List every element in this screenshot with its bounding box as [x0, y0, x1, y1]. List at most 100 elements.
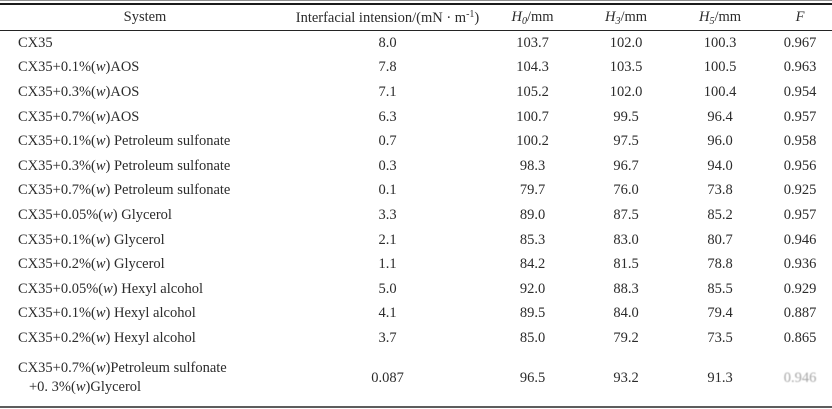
table-row: CX35+0.1%(w) Hexyl alcohol 4.1 89.5 84.0 79.… [0, 302, 832, 327]
tension-cell: 6.3 [378, 108, 397, 125]
column-header-system: System [0, 5, 290, 31]
data-table: System Interfacial intension/(mN · m-1) … [0, 5, 832, 406]
system-cell-line: CX35+0.1%(w) Petroleum sulfonate [18, 133, 231, 150]
system-cell-line: CX35+0.7%(w) Petroleum sulfonate [18, 182, 231, 199]
table-row: CX35+0.3%(w) Petroleum sulfonate 0.3 98.3 9… [0, 154, 832, 179]
f-cell: 0.929 [783, 280, 817, 297]
column-header-h3: H3/mm [580, 5, 672, 31]
h5-cell: 100.4 [703, 83, 737, 100]
table-row: CX35+0.3%(w)AOS 7.1 105.2 102.0 100.4 0.954 [0, 80, 832, 105]
h0-cell: 89.0 [519, 206, 546, 223]
h0-cell: 85.3 [519, 231, 546, 248]
f-cell: 0.946 [783, 231, 817, 248]
tension-cell: 0.087 [371, 369, 404, 386]
system-cell: CX35+0.2%(w) Hexyl alcohol [0, 326, 290, 351]
h3-cell: 87.5 [613, 206, 639, 223]
h5-cell: 100.3 [703, 34, 737, 51]
h5-cell: 80.7 [707, 231, 733, 248]
column-header-h5: H5/mm [672, 5, 768, 31]
column-header-system-label: System [123, 9, 167, 25]
h3-cell: 102.0 [609, 34, 643, 51]
h3-cell: 84.0 [613, 305, 639, 322]
f-cell: 0.954 [783, 83, 817, 100]
h5-cell: 94.0 [707, 157, 733, 174]
tension-cell: 1.1 [378, 256, 397, 273]
tension-cell: 3.3 [378, 206, 397, 223]
system-cell-line: CX35+0.1%(w)AOS [18, 59, 140, 76]
tension-cell: 7.8 [378, 59, 397, 76]
h0-cell: 92.0 [519, 280, 546, 297]
f-cell: 0.957 [783, 108, 817, 125]
table-row: CX35+0.7%(w) Petroleum sulfonate 0.1 79.7 7… [0, 179, 832, 204]
system-cell: CX35+0.1%(w)AOS [0, 56, 290, 81]
h0-cell: 100.2 [516, 133, 549, 150]
tension-cell: 8.0 [378, 34, 397, 51]
h3-cell: 93.2 [613, 369, 639, 386]
h5-cell: 96.4 [707, 108, 733, 125]
h5-cell: 85.5 [707, 280, 733, 297]
f-cell: 0.925 [783, 182, 817, 199]
table-row: CX35+0.7%(w)Petroleum sulfonate +0. 3%(w)… [0, 351, 832, 406]
system-cell-line: CX35+0.3%(w)AOS [18, 83, 140, 100]
column-header-f-label: F [795, 9, 805, 25]
h5-cell: 85.2 [707, 206, 733, 223]
h5-cell: 79.4 [707, 305, 733, 322]
system-cell: CX35+0.1%(w) Glycerol [0, 228, 290, 253]
h0-cell: 103.7 [516, 34, 549, 51]
table-row: CX35+0.1%(w)AOS 7.8 104.3 103.5 100.5 0.963 [0, 56, 832, 81]
tension-cell: 0.3 [378, 157, 397, 174]
h0-cell: 105.2 [516, 83, 549, 100]
h3-cell: 103.5 [609, 59, 643, 76]
h0-cell: 84.2 [519, 256, 546, 273]
h5-cell: 78.8 [707, 256, 733, 273]
h0-cell: 104.3 [516, 59, 549, 76]
table-row: CX35+0.05%(w) Glycerol 3.3 89.0 87.5 85.2 0.9… [0, 203, 832, 228]
h3-cell: 76.0 [613, 182, 639, 199]
table-row: CX35+0.05%(w) Hexyl alcohol 5.0 92.0 88.3 85… [0, 277, 832, 302]
tension-cell: 0.1 [378, 182, 397, 199]
top-rule-thick [0, 3, 832, 5]
system-cell: CX35 [0, 31, 290, 56]
f-cell: 0.956 [783, 157, 817, 174]
column-header-h0: H0/mm [485, 5, 580, 31]
h3-cell: 88.3 [613, 280, 639, 297]
system-cell-line: CX35+0.1%(w) Glycerol [18, 231, 165, 248]
system-cell: CX35+0.05%(w) Glycerol [0, 203, 290, 228]
h0-cell: 98.3 [519, 157, 546, 174]
system-cell: CX35+0.1%(w) Hexyl alcohol [0, 302, 290, 327]
tension-cell: 3.7 [378, 329, 397, 346]
system-cell: CX35+0.3%(w)AOS [0, 80, 290, 105]
h0-cell: 85.0 [519, 329, 546, 346]
f-cell: 0.936 [783, 256, 817, 273]
h0-cell: 89.5 [519, 305, 546, 322]
bottom-rule [0, 405, 832, 408]
system-cell: CX35+0.7%(w)Petroleum sulfonate +0. 3%(w)… [0, 351, 290, 406]
h0-cell: 79.7 [519, 182, 546, 199]
h3-cell: 81.5 [613, 256, 639, 273]
table-row: CX35+0.1%(w) Petroleum sulfonate 0.7 100.2… [0, 129, 832, 154]
f-cell: 0.958 [783, 133, 817, 150]
tension-cell: 2.1 [378, 231, 397, 248]
h3-cell: 79.2 [613, 329, 639, 346]
tension-cell: 5.0 [378, 280, 397, 297]
table-row: CX35+0.2%(w) Glycerol 1.1 84.2 81.5 78.8 0.93… [0, 252, 832, 277]
system-cell: CX35+0.1%(w) Petroleum sulfonate [0, 129, 290, 154]
f-cell: 0.865 [783, 329, 817, 346]
table-row: CX35+0.2%(w) Hexyl alcohol 3.7 85.0 79.2 73.… [0, 326, 832, 351]
top-rule-thin [0, 0, 832, 1]
f-cell: 0.946 [783, 369, 817, 386]
system-cell-line: CX35+0.2%(w) Glycerol [18, 256, 165, 273]
system-cell-line: CX35+0.1%(w) Hexyl alcohol [18, 305, 196, 322]
h5-cell: 73.5 [707, 329, 733, 346]
h0-cell: 96.5 [519, 369, 546, 386]
system-cell-line: CX35+0.05%(w) Hexyl alcohol [18, 280, 203, 297]
table-row: CX35+0.7%(w)AOS 6.3 100.7 99.5 96.4 0.957 [0, 105, 832, 130]
system-cell-line: +0. 3%(w)Glycerol [29, 379, 142, 396]
header-row: System Interfacial intension/(mN · m-1) … [0, 5, 832, 31]
system-cell-line: CX35+0.3%(w) Petroleum sulfonate [18, 157, 231, 174]
h3-cell: 99.5 [613, 108, 639, 125]
system-cell-line: CX35+0.7%(w)Petroleum sulfonate [18, 360, 227, 377]
h3-cell: 102.0 [609, 83, 643, 100]
h5-cell: 91.3 [707, 369, 733, 386]
system-cell: CX35+0.2%(w) Glycerol [0, 252, 290, 277]
